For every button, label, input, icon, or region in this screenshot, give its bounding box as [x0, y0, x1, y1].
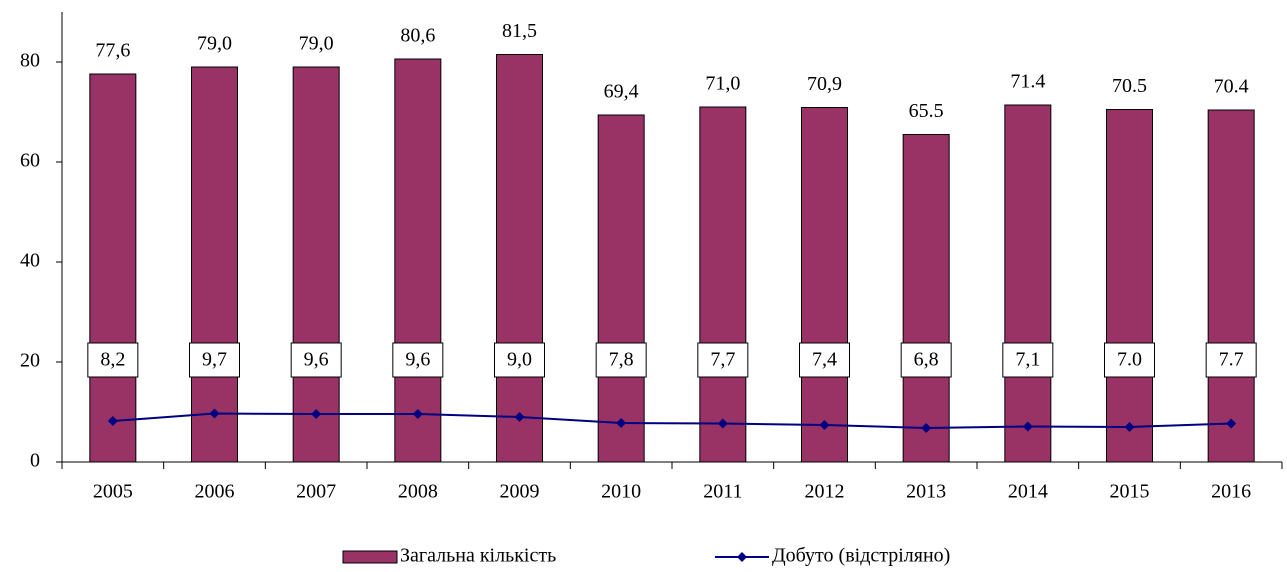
bar-value-label: 71.4 [1010, 71, 1045, 93]
legend-marker [737, 552, 747, 562]
y-tick-label: 20 [20, 350, 40, 372]
x-tick-label: 2015 [1110, 481, 1150, 503]
line-value-label: 7,7 [710, 349, 735, 371]
line-value-box [1205, 342, 1257, 378]
line-value-label: 9,6 [405, 349, 430, 371]
line-value-box [900, 342, 952, 378]
line-marker [819, 420, 830, 430]
line-marker [514, 412, 525, 422]
x-tick-label: 2008 [398, 481, 438, 503]
line-marker [921, 423, 932, 433]
bar [902, 134, 950, 463]
line-value-box [799, 342, 850, 378]
bar [394, 58, 442, 463]
line-value-label: 7.7 [1219, 349, 1244, 371]
bar [191, 66, 238, 463]
bar-value-label: 70.5 [1112, 75, 1147, 97]
line-marker [311, 409, 322, 419]
y-tick-label: 40 [20, 250, 40, 272]
line-value-box [290, 342, 342, 378]
x-tick-label: 2009 [500, 481, 540, 503]
line-value-box [1002, 342, 1054, 378]
line-value-box [595, 342, 647, 378]
line-marker [616, 418, 627, 428]
legend-swatch [342, 550, 398, 564]
x-tick-label: 2006 [195, 481, 235, 503]
bar-value-label: 80,6 [400, 25, 435, 47]
bar-value-label: 65.5 [909, 100, 944, 122]
bar-value-label: 69,4 [604, 81, 639, 103]
bar [1004, 104, 1052, 463]
bar-value-label: 71,0 [705, 73, 740, 95]
legend-label: Добуто (відстріляно) [772, 545, 950, 567]
x-tick-label: 2016 [1211, 481, 1251, 503]
line-value-box [392, 342, 444, 378]
line-marker [209, 408, 220, 419]
bar-value-label: 79,0 [299, 33, 334, 55]
bar [597, 114, 645, 463]
line-value-label: 9,6 [304, 349, 329, 371]
bar-value-label: 77,6 [95, 40, 130, 62]
line-value-box [494, 342, 545, 378]
legend-label: Загальна кількість [400, 545, 556, 567]
line-marker [1226, 418, 1237, 429]
bar [801, 107, 848, 463]
bar [89, 73, 137, 463]
line-value-label: 7,8 [609, 349, 634, 371]
x-tick-label: 2010 [601, 481, 641, 503]
bar-value-label: 81,5 [502, 20, 537, 42]
line-value-label: 9,7 [202, 349, 227, 371]
x-tick-label: 2013 [906, 481, 946, 503]
bar-value-label: 79,0 [197, 33, 232, 55]
x-tick-label: 2012 [805, 481, 845, 503]
line-marker [107, 416, 118, 426]
line-marker [1022, 421, 1033, 432]
bar [699, 106, 747, 463]
line-value-box [189, 342, 240, 378]
line-value-box [1104, 342, 1155, 378]
line-value-label: 7,1 [1015, 349, 1040, 371]
line-value-label: 7,4 [812, 349, 837, 371]
y-tick-label: 0 [30, 450, 40, 472]
line-marker [1124, 422, 1135, 432]
bar [496, 54, 543, 463]
line-marker [412, 409, 423, 419]
y-tick-label: 80 [20, 50, 40, 72]
y-tick-label: 60 [20, 150, 40, 172]
bar-value-label: 70.4 [1214, 76, 1249, 98]
x-tick-label: 2005 [93, 481, 133, 503]
line [112, 412, 1232, 430]
line-value-label: 9,0 [507, 349, 532, 371]
x-tick-label: 2014 [1008, 481, 1048, 503]
line-value-box [87, 342, 139, 378]
bar [1106, 109, 1153, 463]
line-value-label: 8,2 [100, 349, 125, 371]
line-value-box [697, 342, 749, 378]
line-value-label: 7.0 [1117, 349, 1142, 371]
x-tick-label: 2007 [296, 481, 336, 503]
bar [292, 66, 340, 463]
bar [1207, 109, 1255, 463]
x-tick-label: 2011 [703, 481, 742, 503]
bar-value-label: 70,9 [807, 73, 842, 95]
line-marker [717, 418, 728, 429]
line-value-label: 6,8 [914, 349, 939, 371]
